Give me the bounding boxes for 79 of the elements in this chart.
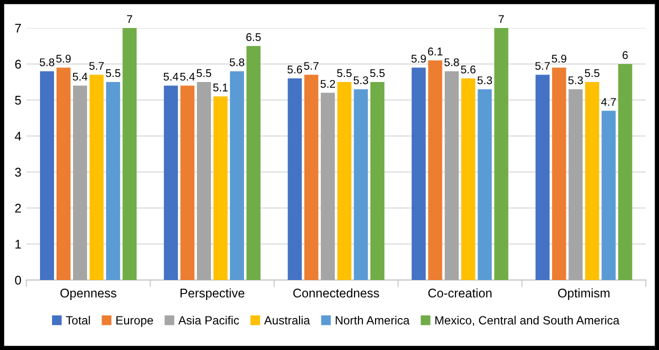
- bar: [461, 78, 476, 280]
- data-label: 5.2: [320, 80, 335, 88]
- data-label: 6.5: [246, 33, 261, 42]
- bar: [585, 82, 600, 280]
- bar: [40, 71, 54, 280]
- bar: [106, 82, 120, 280]
- bar: [304, 74, 318, 280]
- legend-label: Europe: [116, 316, 153, 327]
- legend-label: Total: [66, 316, 90, 324]
- data-label: 5.4: [72, 72, 88, 81]
- x-tick-label: Co-creation: [428, 288, 492, 298]
- data-label: 5.5: [106, 69, 120, 78]
- bar: [618, 64, 632, 280]
- y-tick-label: 5: [15, 96, 21, 105]
- legend-label: Australia: [264, 316, 310, 324]
- bar: [478, 89, 492, 280]
- bar: [288, 78, 302, 280]
- data-label: 5.7: [535, 62, 550, 70]
- bar: [568, 89, 583, 280]
- data-label: 7: [498, 15, 504, 23]
- data-label: 5.8: [444, 58, 459, 66]
- y-tick-label: 6: [15, 60, 21, 69]
- data-label: 5.5: [337, 69, 352, 78]
- data-label: 5.7: [89, 62, 104, 70]
- data-label: 5.6: [288, 66, 302, 74]
- data-label: 5.5: [370, 69, 385, 78]
- data-label: 5.9: [56, 54, 71, 63]
- data-label: 5.1: [213, 84, 228, 92]
- bar: [320, 92, 335, 280]
- data-label: 5.5: [196, 69, 212, 78]
- y-tick-label: 3: [15, 168, 21, 177]
- bar: [213, 96, 228, 280]
- bar: [73, 86, 88, 280]
- bar: [246, 46, 261, 280]
- legend-label: Asia Pacific: [178, 316, 240, 324]
- data-label: 5.8: [40, 58, 54, 66]
- y-tick-label: 1: [16, 240, 21, 249]
- bar: [494, 28, 508, 280]
- bar: [164, 86, 178, 280]
- bar: [412, 68, 426, 280]
- y-tick-label: 4: [14, 132, 22, 141]
- data-label: 5.5: [584, 69, 600, 78]
- y-tick-label: 7: [15, 24, 21, 33]
- bar: [444, 71, 459, 280]
- bar: [552, 68, 566, 280]
- data-label: 6: [622, 51, 628, 60]
- legend-label: Mexico, Central and South America: [435, 316, 620, 326]
- y-tick-label: 0: [15, 276, 22, 285]
- data-label: 5.3: [568, 76, 583, 84]
- bar: [90, 74, 104, 280]
- data-label: 5.8: [230, 58, 244, 66]
- x-tick-label: Connectedness: [293, 288, 380, 298]
- data-label: 5.9: [552, 54, 566, 63]
- bar: [370, 82, 384, 280]
- bar: [354, 89, 368, 280]
- bar: [536, 74, 550, 280]
- bar: [602, 110, 616, 280]
- data-label: 5.9: [411, 54, 426, 63]
- data-label: 4.7: [601, 98, 616, 106]
- bar: [56, 68, 71, 280]
- data-label: 5.3: [354, 76, 368, 84]
- data-label: 5.3: [477, 76, 492, 84]
- x-tick-label: Perspective: [180, 288, 244, 300]
- y-tick-label: 2: [15, 204, 21, 213]
- data-label: 5.4: [180, 72, 195, 81]
- legend-label: North America: [336, 316, 410, 324]
- bar: [122, 28, 137, 280]
- data-label: 5.4: [164, 72, 178, 81]
- bar: [180, 86, 194, 280]
- x-tick-label: Optimism: [558, 288, 610, 300]
- data-label: 7: [127, 15, 132, 23]
- data-label: 5.7: [304, 62, 318, 70]
- data-label: 5.6: [460, 66, 476, 74]
- bar: [196, 82, 211, 280]
- bar: [337, 82, 352, 280]
- x-tick-label: Openness: [60, 288, 116, 300]
- data-label: 6.1: [428, 48, 442, 56]
- bar: [428, 60, 442, 280]
- bar: [230, 71, 244, 280]
